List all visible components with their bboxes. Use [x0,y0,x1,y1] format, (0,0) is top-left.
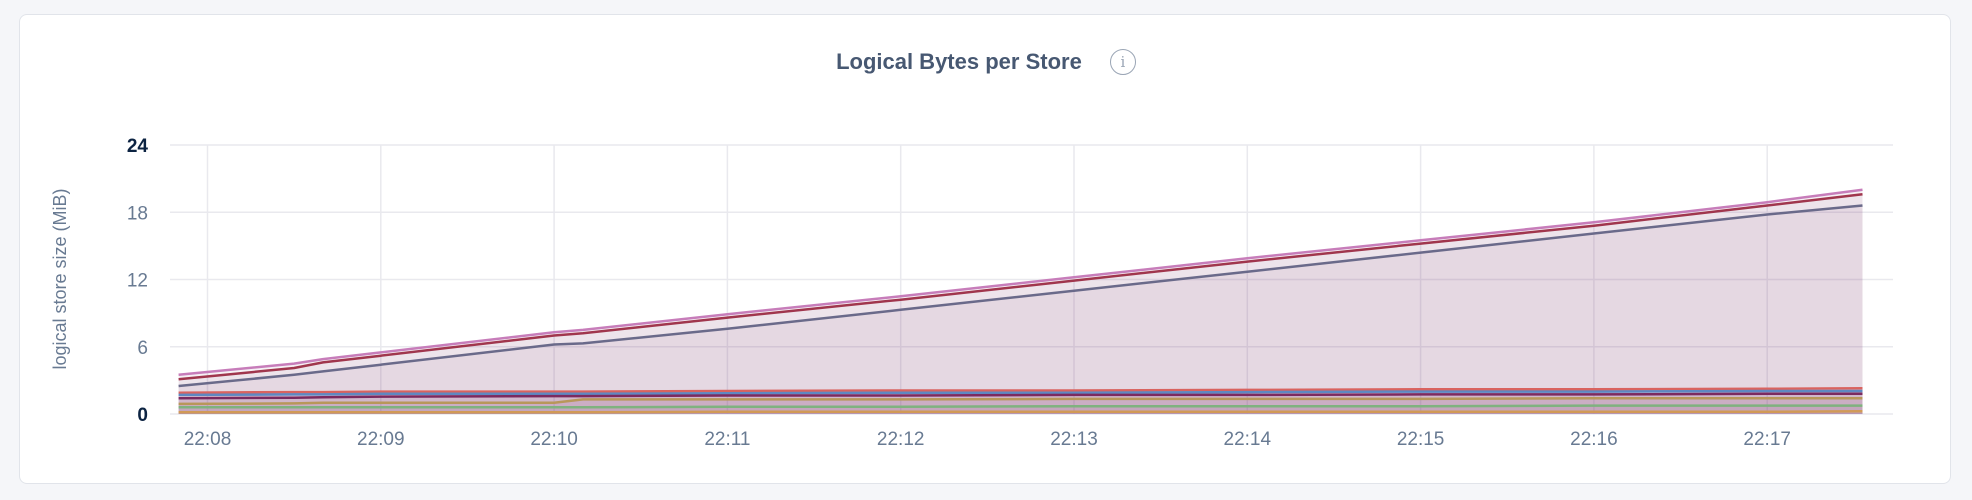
series-line-6 [178,397,1863,406]
x-tick-label: 22:14 [1224,429,1272,450]
y-axis-title: logical store size (MiB) [50,188,70,369]
x-tick-label: 22:09 [357,429,405,450]
x-tick-label: 22:10 [530,429,578,450]
y-tick-label: 6 [137,338,148,359]
x-tick-label: 22:13 [1050,429,1098,450]
series-line-1 [178,193,1863,381]
x-tick-label: 22:12 [877,429,925,450]
x-tick-label: 22:16 [1570,429,1618,450]
y-tick-label: 0 [137,405,148,426]
y-tick-label: 12 [127,271,148,292]
series-line-5 [178,392,1863,400]
x-tick-label: 22:17 [1743,429,1791,450]
x-tick-label: 22:08 [184,429,232,450]
series-area-2 [178,205,1863,414]
series-line-7 [178,404,1863,409]
series-area-0 [178,189,1863,414]
series-line-3 [178,386,1863,394]
info-icon[interactable]: i [1109,49,1136,76]
x-tick-label: 22:15 [1397,429,1445,450]
chart-title-row: Logical Bytes per Store i [0,48,1972,76]
y-tick-label: 18 [127,203,148,224]
x-tick-label: 22:11 [704,429,750,450]
series-line-0 [178,188,1863,377]
series-line-8 [178,409,1863,414]
series-line-2 [178,204,1863,388]
series-line-4 [178,389,1863,397]
chart-title: Logical Bytes per Store [836,49,1082,75]
y-tick-label: 24 [127,136,149,157]
